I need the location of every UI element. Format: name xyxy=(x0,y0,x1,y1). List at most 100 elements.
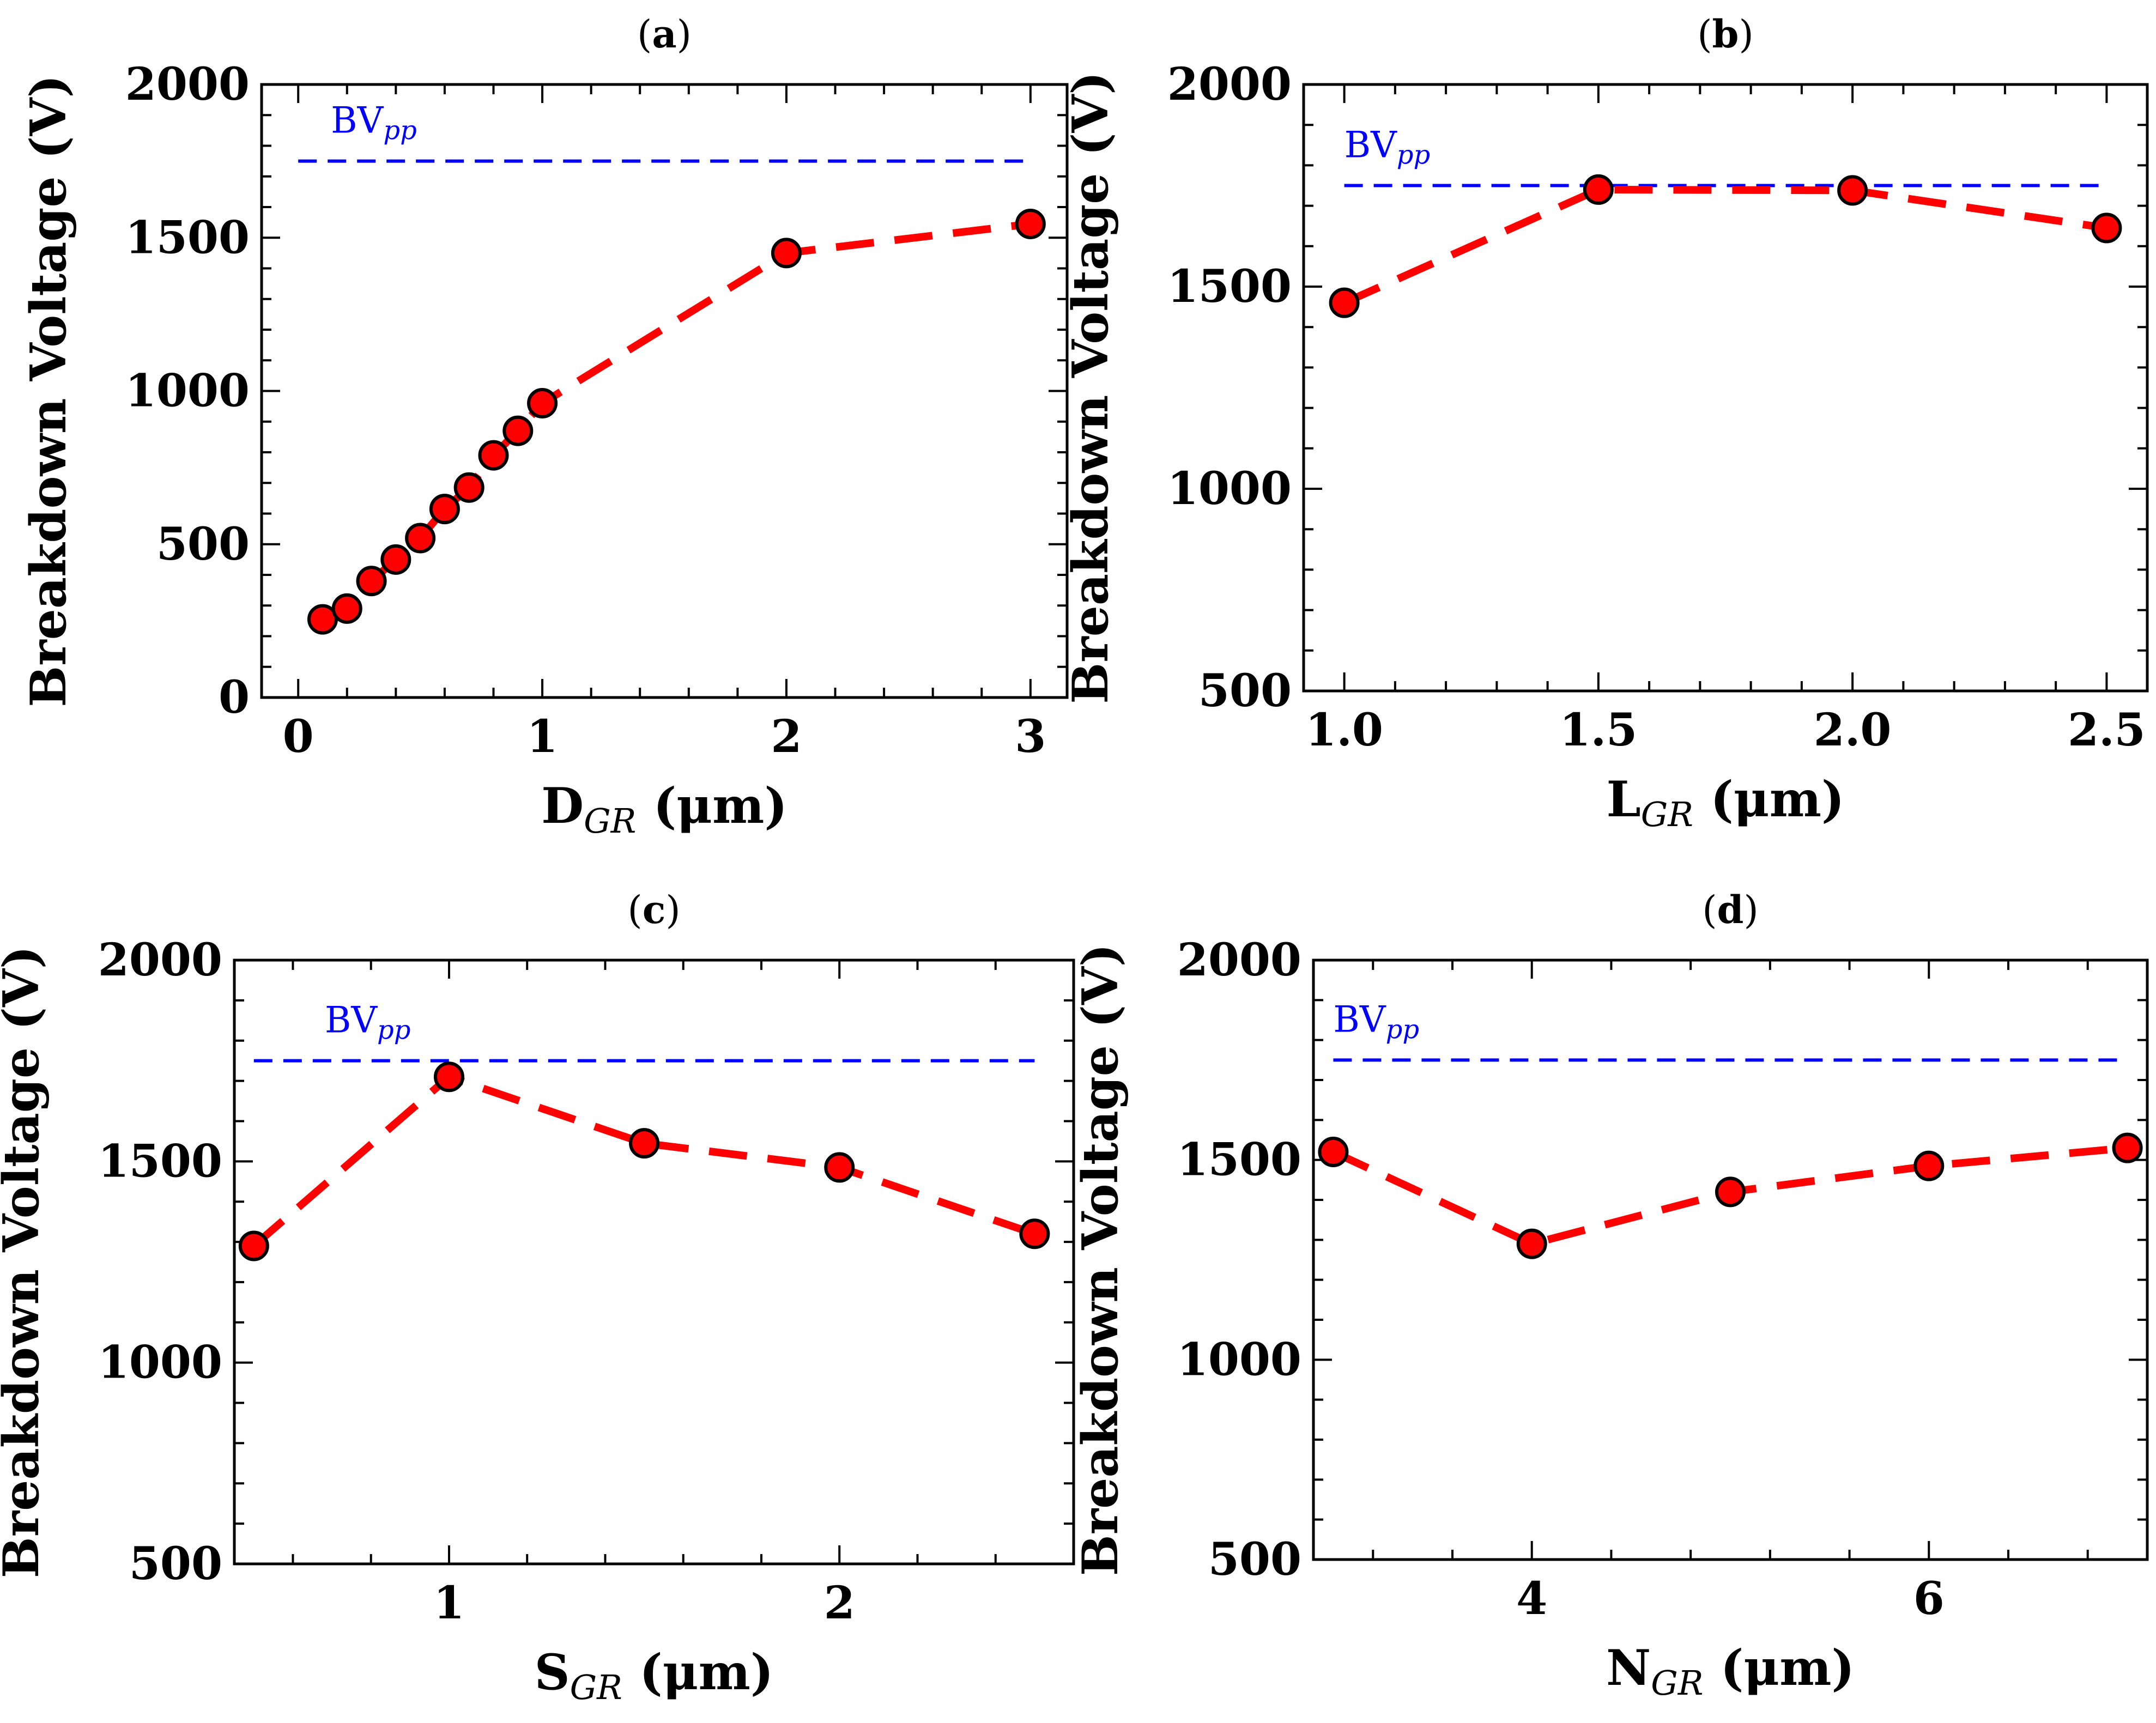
data-point xyxy=(380,544,411,575)
plot-frame xyxy=(260,83,1069,699)
bvpp-label: BVpp xyxy=(331,100,417,146)
panel-c: (c) 500 1000 1500 2000 1 2 SGR (μm) Breakdown Vo… xyxy=(0,887,1075,1707)
x-axis-title-unit: (μm) xyxy=(622,1643,774,1701)
y-tick-label: 500 xyxy=(156,518,250,571)
x-axis-title-main: L xyxy=(1606,771,1640,828)
panel-title-letter: d xyxy=(1717,887,1744,932)
panel-title-open: ( xyxy=(627,888,642,932)
panel-title-open: ( xyxy=(1697,12,1712,57)
x-axis-title-unit: (μm) xyxy=(636,777,788,835)
data-point xyxy=(1913,1150,1945,1181)
panel-b: (b) 500 1000 1500 2000 1.0 1.5 2.0 2.5 LGR (μm) Br… xyxy=(1062,11,2149,834)
y-tick-label: 1000 xyxy=(1167,463,1292,515)
y-axis-title: Breakdown Voltage (V) xyxy=(1071,944,1129,1576)
x-tick-label: 1.0 xyxy=(1305,704,1383,756)
x-axis-title: LGR (μm) xyxy=(1606,771,1844,834)
bvpp-label-sub: pp xyxy=(377,1015,410,1046)
y-tick-label: 2000 xyxy=(1177,934,1301,986)
x-tick-label: 1 xyxy=(527,711,558,763)
data-point xyxy=(405,523,436,554)
panel-title: (c) xyxy=(627,887,680,932)
x-tick-label: 3 xyxy=(1015,711,1046,763)
bvpp-label-sub: pp xyxy=(1397,140,1430,171)
data-point xyxy=(1019,1218,1050,1249)
panel-title-letter: c xyxy=(643,887,666,932)
data-point xyxy=(429,494,460,525)
x-tick-label: 0 xyxy=(283,711,314,763)
data-point xyxy=(502,415,534,446)
y-tick-label: 1000 xyxy=(125,365,250,417)
y-tick-label: 500 xyxy=(1198,665,1292,717)
data-point xyxy=(356,566,387,597)
y-tick-label: 1500 xyxy=(125,211,250,264)
y-tick-label: 2000 xyxy=(98,934,222,986)
plot-frame xyxy=(1312,958,2149,1561)
x-axis-title: NGR (μm) xyxy=(1606,1639,1855,1703)
panel-title: (d) xyxy=(1702,887,1759,932)
plot-frame xyxy=(1302,83,2149,693)
x-tick-label: 1 xyxy=(433,1577,464,1629)
bvpp-label: BVpp xyxy=(1333,998,1419,1045)
bvpp-label-main: BV xyxy=(331,100,384,142)
data-point xyxy=(771,238,802,269)
x-axis-title: DGR (μm) xyxy=(541,777,788,841)
y-tick-label: 1000 xyxy=(98,1337,222,1389)
plot-frame xyxy=(233,958,1075,1566)
data-point xyxy=(1516,1228,1547,1259)
x-tick-label: 2 xyxy=(771,711,802,763)
data-point xyxy=(1715,1176,1746,1208)
breakdown-voltage-series-line xyxy=(251,1072,1036,1249)
breakdown-voltage-series-line xyxy=(1342,185,2107,307)
y-tick-label: 500 xyxy=(129,1538,222,1590)
x-tick-label: 2.0 xyxy=(1814,704,1892,756)
x-tick-label: 2 xyxy=(824,1577,855,1629)
x-tick-label: 4 xyxy=(1516,1573,1547,1625)
x-axis-title-sub: GR xyxy=(1651,1663,1703,1703)
data-point xyxy=(331,593,362,624)
x-axis-title-unit: (μm) xyxy=(1703,1639,1855,1697)
data-point xyxy=(433,1061,464,1093)
y-tick-label: 1500 xyxy=(1167,260,1292,313)
data-point xyxy=(629,1128,660,1159)
panel-d: (d) 500 1000 1500 2000 4 6 NGR (μm) Breakdown Vo… xyxy=(1071,887,2149,1703)
data-point xyxy=(453,472,485,503)
y-axis-title: Breakdown Voltage (V) xyxy=(1062,71,1119,704)
data-point xyxy=(1329,287,1360,318)
panel-title-close: ) xyxy=(1743,888,1758,932)
panel-title-close: ) xyxy=(677,12,692,57)
y-tick-label: 0 xyxy=(219,671,250,724)
bvpp-label: BVpp xyxy=(325,999,411,1046)
data-point xyxy=(2112,1132,2143,1163)
data-point xyxy=(1837,175,1868,206)
data-point xyxy=(1583,174,1614,205)
data-point xyxy=(238,1230,269,1261)
x-tick-label: 2.5 xyxy=(2068,704,2146,756)
x-axis-title-unit: (μm) xyxy=(1693,771,1845,828)
panel-title-letter: b xyxy=(1712,11,1739,57)
panel-title-letter: a xyxy=(652,11,676,57)
x-axis-title-main: S xyxy=(535,1643,570,1701)
data-point xyxy=(527,388,558,418)
panel-title: (a) xyxy=(637,11,692,57)
data-point xyxy=(478,440,509,471)
y-axis-title: Breakdown Voltage (V) xyxy=(0,946,50,1579)
bvpp-label-main: BV xyxy=(1333,998,1386,1040)
y-axis-title: Breakdown Voltage (V) xyxy=(20,75,77,707)
x-axis-title-sub: GR xyxy=(570,1667,622,1707)
bvpp-label-sub: pp xyxy=(1386,1014,1419,1045)
bvpp-label-main: BV xyxy=(1345,124,1398,166)
x-axis-title-main: N xyxy=(1606,1639,1651,1697)
breakdown-voltage-series-line xyxy=(321,220,1031,623)
y-tick-label: 1500 xyxy=(1177,1134,1301,1186)
x-axis-title-sub: GR xyxy=(1641,794,1693,834)
y-tick-label: 1000 xyxy=(1177,1333,1301,1386)
x-axis-title: SGR (μm) xyxy=(535,1643,774,1707)
panel-a: (a) 0 500 1000 1500 2000 0 1 2 3 DGR (μm) Breakdown… xyxy=(20,11,1069,841)
panel-title-open: ( xyxy=(637,12,652,57)
x-axis-title-main: D xyxy=(541,777,584,835)
data-point xyxy=(1318,1137,1349,1167)
bvpp-label-main: BV xyxy=(325,999,378,1041)
data-point xyxy=(1015,208,1046,239)
panel-title: (b) xyxy=(1697,11,1754,57)
y-tick-label: 500 xyxy=(1208,1533,1301,1586)
